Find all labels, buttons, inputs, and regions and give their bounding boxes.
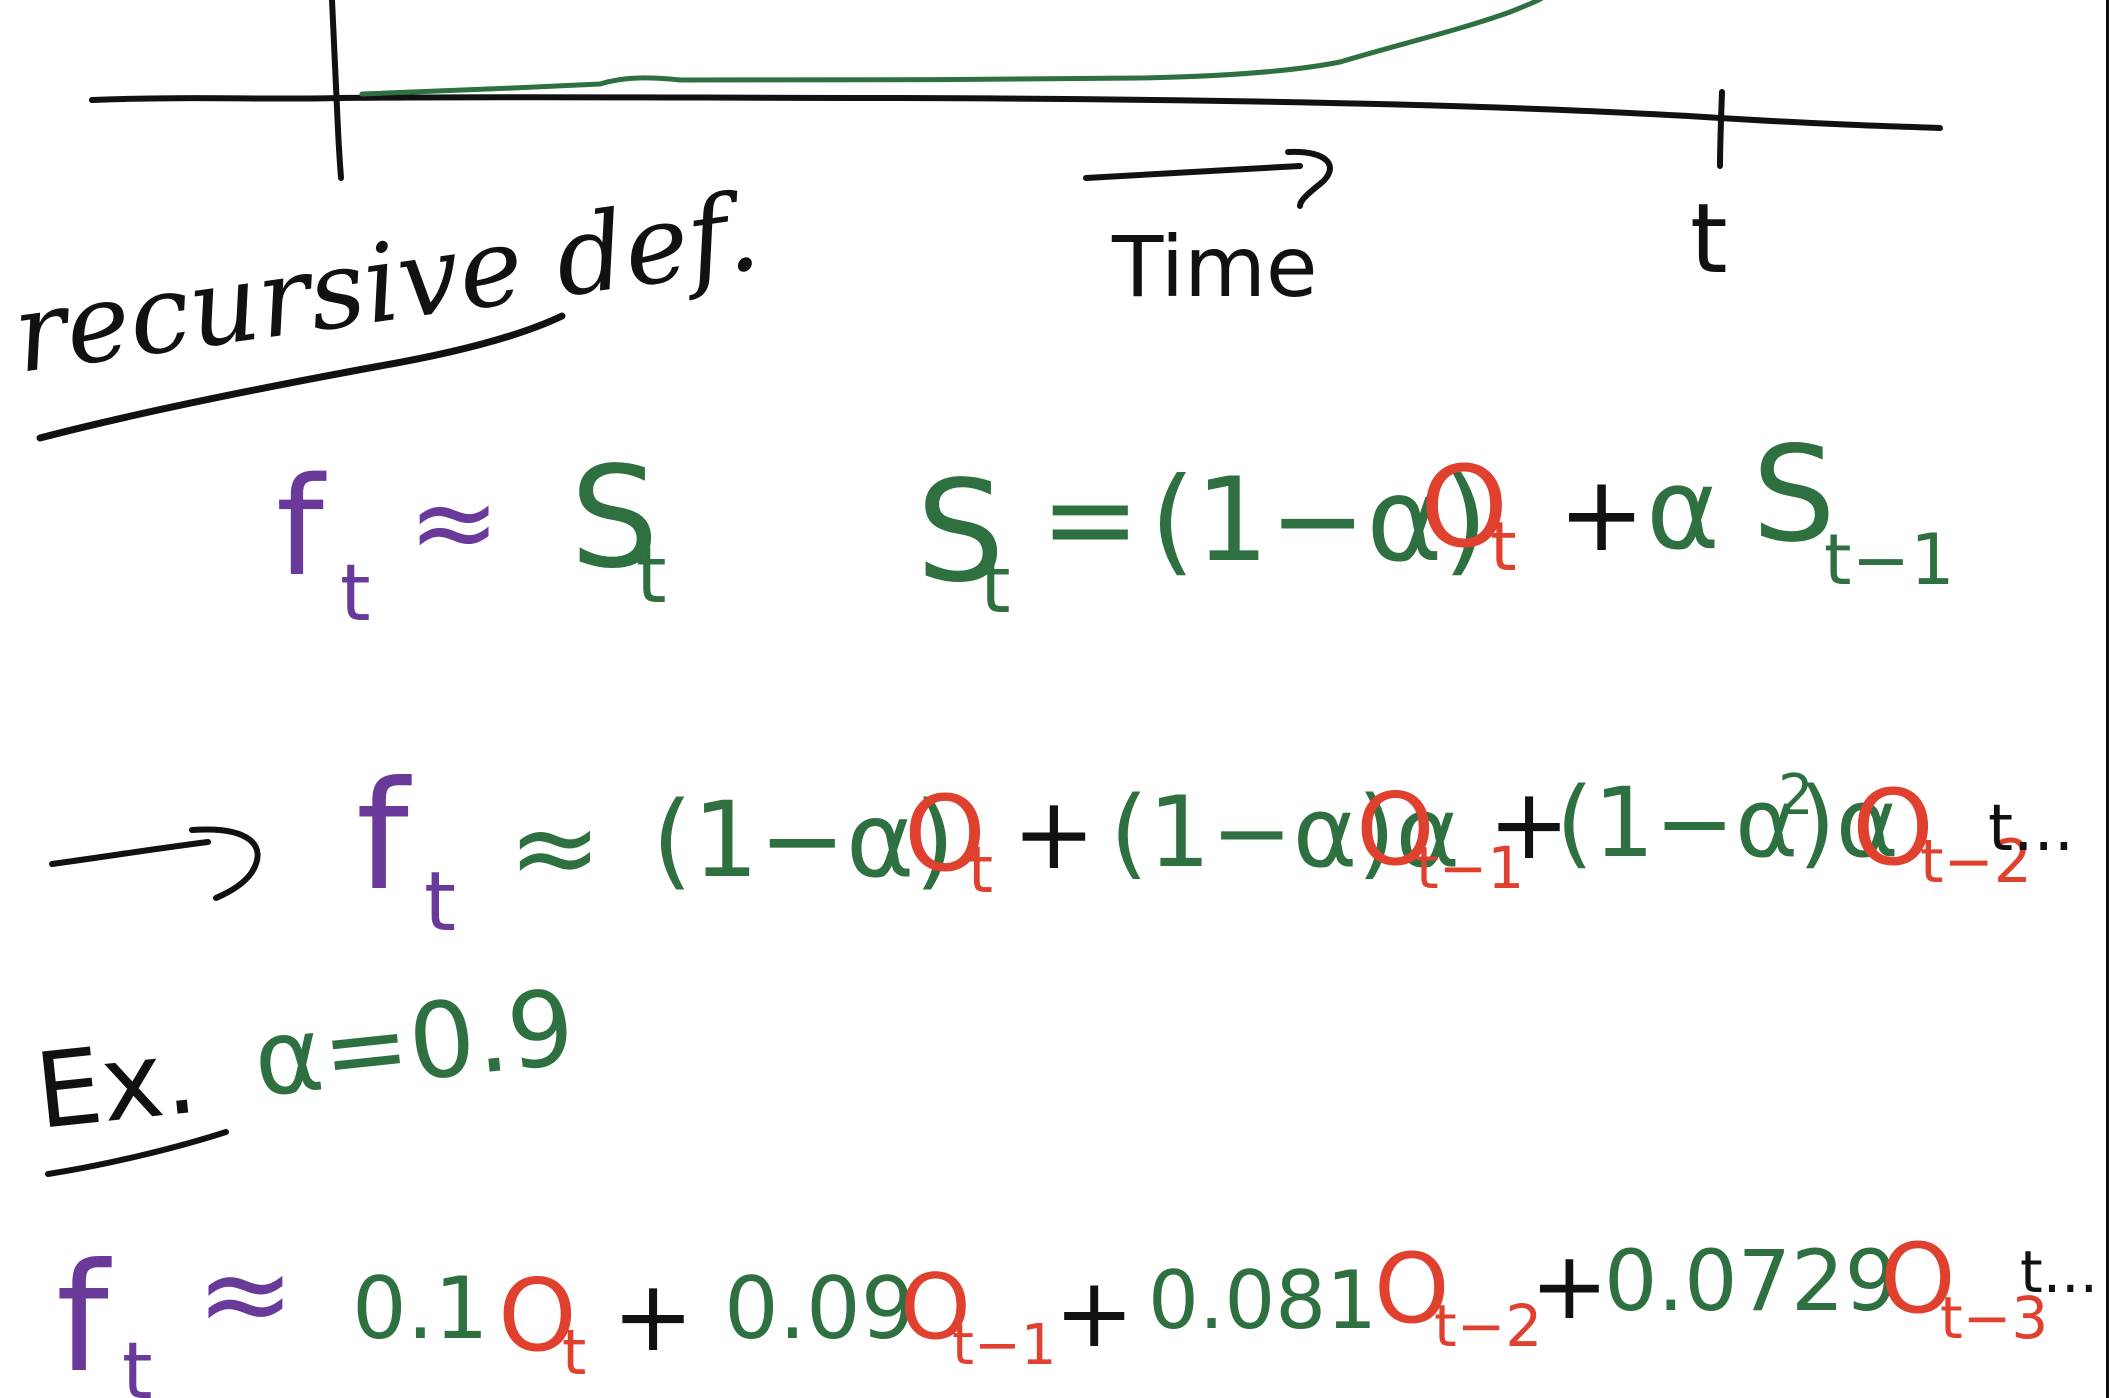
coef-4: 0.0729 xyxy=(1604,1232,1898,1330)
o-3: O xyxy=(1374,1233,1450,1345)
time-label: Time xyxy=(1111,218,1318,316)
smoothed-series-line xyxy=(359,0,1544,97)
plus-1: + xyxy=(1012,775,1096,892)
term3-coefficient: (1−α)α xyxy=(1556,767,1899,879)
o-2-subscript: t−1 xyxy=(952,1313,1057,1378)
approx-symbol: ≈ xyxy=(508,783,602,913)
example-label: Ex. xyxy=(30,1015,202,1153)
equation-line-2: f t ≈ (1−α) O t + (1−α)α O t−1 + (1−α)α … xyxy=(49,750,2074,950)
s-subscript: t xyxy=(636,531,667,621)
plus-sign: + xyxy=(1558,453,1645,575)
f-subscript: t xyxy=(424,855,456,950)
example-underline xyxy=(45,1129,229,1177)
y-axis xyxy=(329,0,344,181)
o-2: O xyxy=(900,1255,971,1360)
example-block: Ex. α=0.9 xyxy=(30,966,580,1177)
term2-o: O xyxy=(1356,771,1435,888)
o-4-subscript: t−3 xyxy=(1940,1284,2048,1352)
o-4: O xyxy=(1880,1223,1956,1335)
page-right-border xyxy=(2106,0,2109,1398)
term3-subscript: t−2 xyxy=(1920,827,2032,897)
series-continuation: t... xyxy=(1988,792,2074,866)
f-symbol: f xyxy=(56,1232,112,1398)
s-lhs-subscript: t xyxy=(980,541,1011,631)
term2-subscript: t−1 xyxy=(1416,834,1524,902)
term3-o: O xyxy=(1852,767,1934,889)
alpha-symbol: α xyxy=(1646,445,1720,575)
time-series-graph: Time t xyxy=(89,0,1943,316)
plus-2: + xyxy=(1054,1257,1134,1369)
approx-symbol: ≈ xyxy=(408,458,500,586)
equation-line-3: f t ≈ 0.1 O t + 0.09 O t−1 + 0.081 O t−2… xyxy=(56,1223,2098,1398)
recursive-definition-heading: recursive def. xyxy=(6,170,766,442)
one-minus-alpha: (1−α) xyxy=(1150,453,1488,588)
term1-o: O xyxy=(904,773,986,895)
o-3-subscript: t−2 xyxy=(1434,1292,1542,1360)
f-subscript: t xyxy=(340,549,371,639)
plus-1: + xyxy=(612,1260,694,1374)
s-symbol: S xyxy=(570,437,659,600)
s-prev-subscript: t−1 xyxy=(1824,519,1955,601)
o-t-subscript: t xyxy=(1490,508,1517,587)
implies-arrow xyxy=(49,839,211,867)
term1-coefficient: (1−α) xyxy=(652,779,955,901)
f-subscript: t xyxy=(122,1327,153,1398)
plus-2: + xyxy=(1488,768,1570,882)
plus-3: + xyxy=(1530,1232,1609,1341)
heading-underline xyxy=(36,312,566,442)
f-symbol: f xyxy=(276,449,327,607)
t-tick xyxy=(1717,89,1725,169)
o-1-subscript: t xyxy=(562,1316,586,1389)
time-arrow-head xyxy=(1285,148,1333,209)
coef-1: 0.1 xyxy=(352,1259,489,1359)
equals-sign: = xyxy=(1040,450,1141,589)
coef-2: 0.09 xyxy=(724,1259,915,1359)
coef-3: 0.081 xyxy=(1148,1254,1377,1347)
x-axis xyxy=(89,94,1943,131)
f-symbol: f xyxy=(356,750,412,924)
term3-exponent: 2 xyxy=(1778,763,1814,828)
equation-line-1: f t ≈ S t S t = (1−α) O t + α S t−1 xyxy=(276,418,1955,639)
term2-coefficient: (1−α)α xyxy=(1110,776,1460,890)
term1-subscript: t xyxy=(968,834,993,908)
approx-symbol: ≈ xyxy=(196,1224,295,1362)
series-continuation: t... xyxy=(2020,1238,2098,1306)
time-arrow xyxy=(1083,163,1303,181)
s-lhs: S xyxy=(916,451,1005,614)
alpha-value: α=0.9 xyxy=(248,966,580,1121)
s-prev: S xyxy=(1752,418,1836,572)
o-t: O xyxy=(1420,443,1508,573)
t-axis-label: t xyxy=(1690,183,1728,295)
implies-arrow-head xyxy=(189,826,261,901)
o-1: O xyxy=(498,1257,577,1374)
